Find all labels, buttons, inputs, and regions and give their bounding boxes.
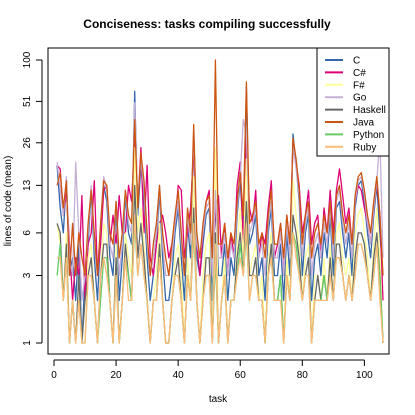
x-tick-label: 60 <box>235 370 247 381</box>
legend-label: Python <box>353 130 384 141</box>
plot-frame <box>47 47 390 355</box>
legend-label: Java <box>353 118 375 129</box>
legend-box <box>316 47 390 157</box>
series-line-7 <box>57 214 384 344</box>
series-lines <box>56 59 384 344</box>
y-tick-label: 3 <box>22 272 33 278</box>
x-tick-label: 100 <box>356 370 373 381</box>
series-line-0 <box>56 86 384 344</box>
legend-label: Haskell <box>353 105 386 116</box>
legend-label: Ruby <box>353 142 376 153</box>
x-tick-label: 80 <box>297 370 309 381</box>
x-tick-label: 20 <box>111 370 123 381</box>
x-axis-label: task <box>209 394 228 405</box>
series-line-3 <box>56 101 384 302</box>
legend-label: F# <box>353 80 365 91</box>
y-tick-label: 51 <box>22 95 33 107</box>
y-tick-label: 6 <box>22 230 33 236</box>
y-tick-label: 1 <box>22 340 33 346</box>
y-axis-label: lines of code (mean) <box>3 156 14 247</box>
x-tick-label: 40 <box>173 370 185 381</box>
x-axis: 0 20 40 60 80 100 <box>51 359 373 381</box>
y-tick-label: 26 <box>22 137 33 149</box>
legend-label: Go <box>353 93 367 104</box>
legend-label: C# <box>353 68 366 79</box>
x-tick-label: 0 <box>51 370 57 381</box>
legend-label: C <box>353 56 360 67</box>
y-tick-label: 100 <box>22 51 33 68</box>
chart-title: Conciseness: tasks compiling successfull… <box>83 17 331 31</box>
series-line-5 <box>56 59 384 277</box>
y-tick-label: 13 <box>22 179 33 191</box>
